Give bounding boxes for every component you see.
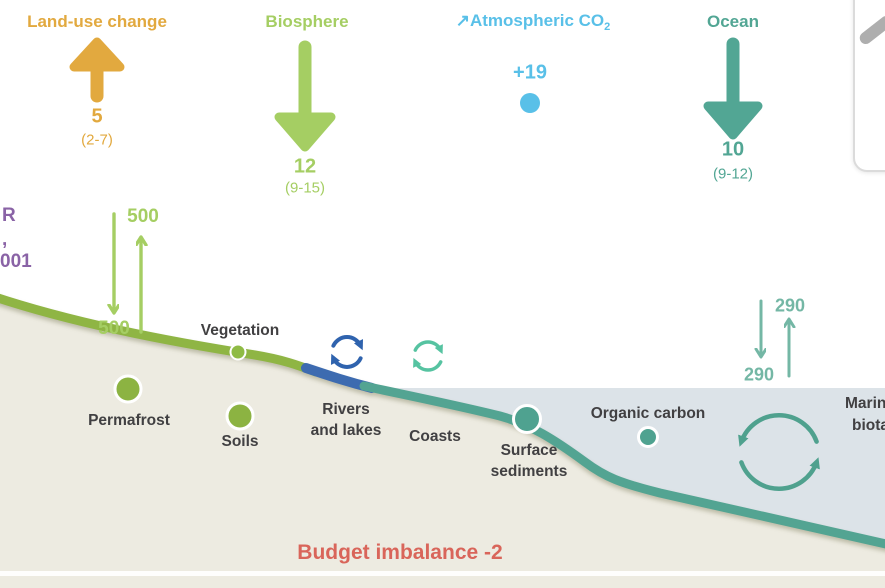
organic-carbon-label: Organic carbon (590, 405, 706, 422)
credit-fragment-line2: , (2, 229, 8, 250)
soils-label: Soils (221, 433, 259, 450)
up-right-arrow-icon: ↗ (455, 11, 470, 30)
atmosphere-title: ↗Atmospheric CO2 (455, 11, 611, 33)
bottom-divider (0, 571, 885, 576)
land-exchange-up-value: 500 (127, 206, 159, 227)
sediments-label-line2: sediments (490, 463, 568, 480)
marine-cycle-icon (738, 413, 820, 491)
rivers-label-line2: and lakes (310, 422, 382, 439)
ocean-floor-line (359, 381, 885, 549)
rivers-cycle-icon (330, 335, 364, 369)
land-atmosphere-exchange-arrows (114, 212, 141, 334)
surface-sediments-dot (512, 404, 542, 434)
ocean-exchange-up-value: 290 (774, 295, 806, 316)
biosphere-down-arrow (274, 40, 336, 152)
marine-biota-label-line1: Marine (845, 395, 885, 412)
land-use-range: (2-7) (81, 131, 113, 149)
biosphere-title: Biosphere (265, 12, 349, 31)
land-exchange-down-value: 500 (98, 318, 130, 339)
land-surface-line (0, 293, 321, 377)
sediments-label-line1: Surface (500, 442, 558, 459)
budget-imbalance-label: Budget imbalance -2 (297, 541, 503, 564)
land-use-up-arrow (69, 37, 125, 103)
land-use-value: 5 (91, 105, 103, 128)
ocean-atmosphere-exchange-arrows (761, 299, 789, 378)
permafrost-dot (113, 374, 143, 404)
coasts-cycle-icon (413, 340, 443, 372)
co2-subscript: 2 (604, 21, 611, 33)
vegetation-label: Vegetation (200, 322, 280, 339)
coasts-label: Coasts (409, 428, 461, 445)
rivers-label-line1: Rivers (322, 401, 370, 418)
ocean-exchange-down-value: 290 (743, 364, 775, 385)
soils-dot (225, 401, 255, 431)
ocean-down-arrow (703, 37, 763, 140)
permafrost-label: Permafrost (88, 412, 170, 429)
organic-carbon-dot (637, 426, 659, 448)
credit-fragment-line3: 001 (0, 251, 32, 272)
vegetation-dot (229, 343, 247, 361)
ocean-title: Ocean (707, 12, 759, 31)
sea-area (374, 388, 885, 544)
credit-fragment-line1: R (2, 205, 16, 226)
land-use-title: Land-use change (27, 12, 167, 31)
land-area (0, 298, 885, 588)
atmosphere-dot (520, 93, 540, 113)
biosphere-value: 12 (293, 155, 317, 178)
atmosphere-value: +19 (513, 61, 547, 84)
ocean-value: 10 (721, 138, 745, 161)
ocean-range: (9-12) (712, 165, 754, 183)
biosphere-range: (9-15) (284, 179, 326, 197)
marine-biota-label-line2: biota (852, 417, 885, 434)
